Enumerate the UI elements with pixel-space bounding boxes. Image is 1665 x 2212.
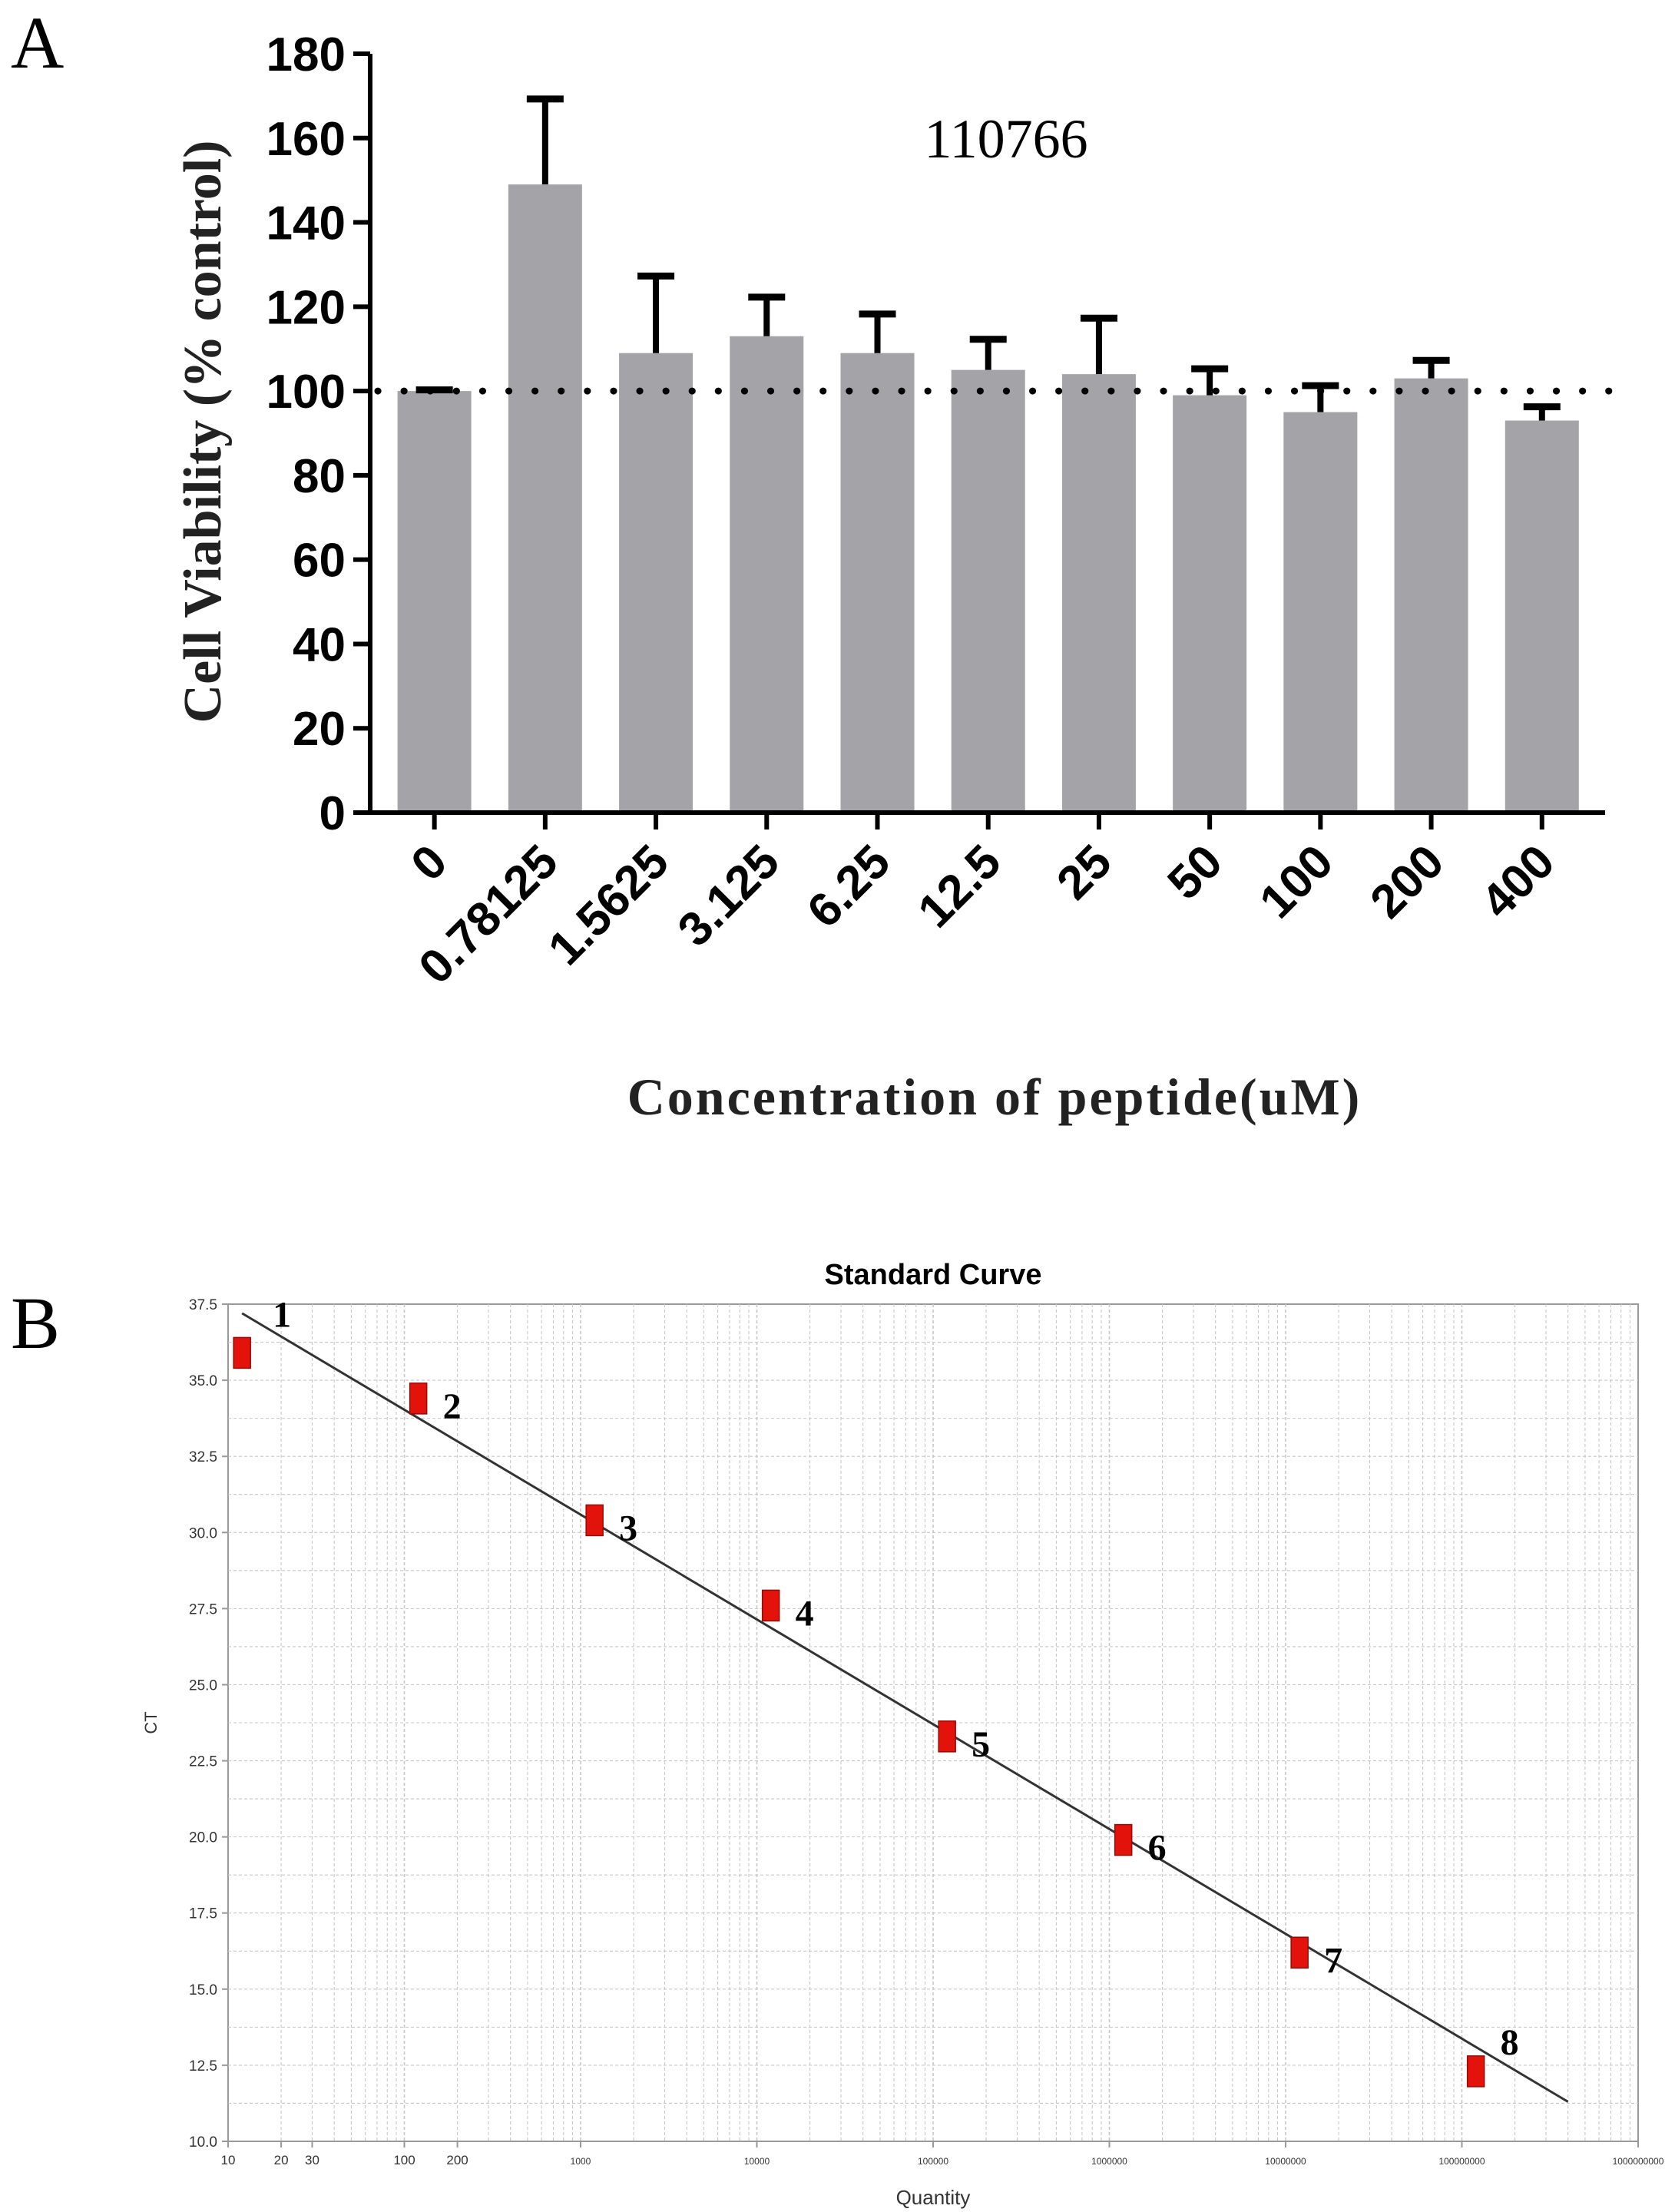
gridlines — [228, 1304, 1638, 2141]
data-point-label: 6 — [1148, 1828, 1167, 1869]
error-bars — [415, 95, 1561, 421]
chart-b-y-axis-title: CT — [141, 1711, 161, 1734]
y-tick-label: 100 — [266, 366, 346, 419]
x-tick-label: 10000000 — [1265, 2156, 1306, 2167]
bar — [730, 336, 804, 813]
y-tick-label: 160 — [266, 113, 346, 166]
x-tick-label: 50 — [1157, 835, 1233, 910]
data-point — [1114, 1823, 1133, 1856]
chart-a-y-axis-title: Cell Viability (% control) — [174, 141, 233, 724]
y-tick-label: 10.0 — [189, 2134, 217, 2151]
data-point — [585, 1504, 604, 1537]
x-tick-label: 3.125 — [668, 835, 790, 957]
bar — [1173, 395, 1247, 813]
x-tick-label: 30 — [305, 2153, 319, 2167]
data-point-label: 3 — [619, 1508, 637, 1548]
standard-curve-panel-b: 10.0 12.5 15.0 17.5 20.0 22.5 25.0 27.5 30.0 32.5… — [141, 1259, 1664, 2209]
data-point — [1466, 2055, 1485, 2088]
x-tick-label: 1.5625 — [538, 835, 679, 975]
x-axis-tick-labels: 10 20 30 100 200 1000 10000 100000 1000000 100000… — [221, 2141, 1664, 2167]
x-tick-label: 400 — [1471, 835, 1565, 929]
x-tick-label: 1000 — [571, 2156, 591, 2167]
y-tick-label: 80 — [293, 450, 346, 503]
data-point-label: 1 — [273, 1294, 291, 1335]
y-axis-tick-labels: 10.0 12.5 15.0 17.5 20.0 22.5 25.0 27.5 30.0 32.5… — [189, 1297, 228, 2151]
data-point-label: 5 — [972, 1724, 990, 1765]
y-tick-label: 120 — [266, 281, 346, 334]
data-point — [233, 1336, 251, 1369]
data-point-label: 2 — [443, 1386, 462, 1427]
chart-b-title: Standard Curve — [825, 1259, 1042, 1291]
data-point — [1290, 1936, 1309, 1969]
x-tick-label: 1000000000 — [1613, 2156, 1664, 2167]
bar — [619, 353, 693, 813]
panel-label-b: B — [11, 1282, 60, 1364]
bar — [1504, 420, 1579, 813]
y-tick-label: 12.5 — [189, 2058, 217, 2075]
x-tick-label: 20 — [274, 2153, 289, 2167]
chart-a-title: 110766 — [924, 108, 1087, 170]
panel-label-a: A — [11, 2, 64, 84]
chart-a-x-axis-title: Concentration of peptide(uM) — [627, 1068, 1362, 1126]
x-tick-label: 10000 — [744, 2156, 770, 2167]
bar — [508, 184, 582, 813]
x-tick-label: 100 — [393, 2153, 415, 2167]
y-tick-label: 40 — [293, 618, 346, 671]
chart-b-x-axis-title: Quantity — [896, 2186, 971, 2209]
y-tick-label: 30.0 — [189, 1525, 217, 1541]
bar — [1061, 374, 1136, 813]
data-points — [233, 1336, 1485, 2088]
y-tick-label: 22.5 — [189, 1754, 217, 1770]
y-tick-label: 35.0 — [189, 1373, 217, 1389]
y-tick-label: 17.5 — [189, 1906, 217, 1922]
standard-curve-fit-line — [241, 1312, 1569, 2103]
x-tick-label: 200 — [446, 2153, 468, 2167]
x-tick-label: 1000000 — [1091, 2156, 1127, 2167]
data-point-label: 8 — [1501, 2022, 1519, 2063]
y-tick-label: 32.5 — [189, 1449, 217, 1465]
y-tick-label: 140 — [266, 197, 346, 250]
y-tick-label: 15.0 — [189, 1982, 217, 1998]
x-tick-label: 100 — [1250, 835, 1343, 929]
bar — [840, 353, 915, 813]
y-tick-label: 0 — [319, 787, 346, 840]
bar — [1283, 412, 1358, 813]
bars — [397, 184, 1579, 813]
x-tick-label: 0 — [401, 835, 457, 891]
x-tick-label: 100000000 — [1438, 2156, 1485, 2167]
y-tick-label: 60 — [293, 535, 346, 588]
x-tick-label: 100000 — [918, 2156, 948, 2167]
y-tick-label: 27.5 — [189, 1601, 217, 1618]
data-point — [761, 1589, 780, 1622]
y-tick-label: 20 — [293, 703, 346, 756]
bar — [397, 391, 472, 813]
y-tick-label: 20.0 — [189, 1830, 217, 1846]
y-tick-label: 37.5 — [189, 1297, 217, 1313]
x-tick-label: 12.5 — [909, 835, 1011, 938]
y-tick-label: 25.0 — [189, 1677, 217, 1694]
x-tick-label: 10 — [221, 2153, 236, 2167]
data-point-label: 4 — [796, 1593, 814, 1634]
y-tick-label: 180 — [266, 28, 346, 81]
bar — [951, 369, 1025, 813]
data-point-label: 7 — [1324, 1940, 1342, 1981]
bar — [1394, 378, 1468, 813]
x-tick-label: 25 — [1047, 835, 1122, 910]
x-tick-label: 200 — [1361, 835, 1455, 929]
x-tick-label: 6.25 — [797, 835, 900, 938]
data-point — [938, 1720, 956, 1753]
data-point-labels: 1 2 3 4 5 6 7 8 — [273, 1294, 1519, 2062]
data-point — [409, 1382, 428, 1415]
y-axis-ticks: 0 20 40 60 80 100 120 140 160 180 — [266, 28, 370, 840]
